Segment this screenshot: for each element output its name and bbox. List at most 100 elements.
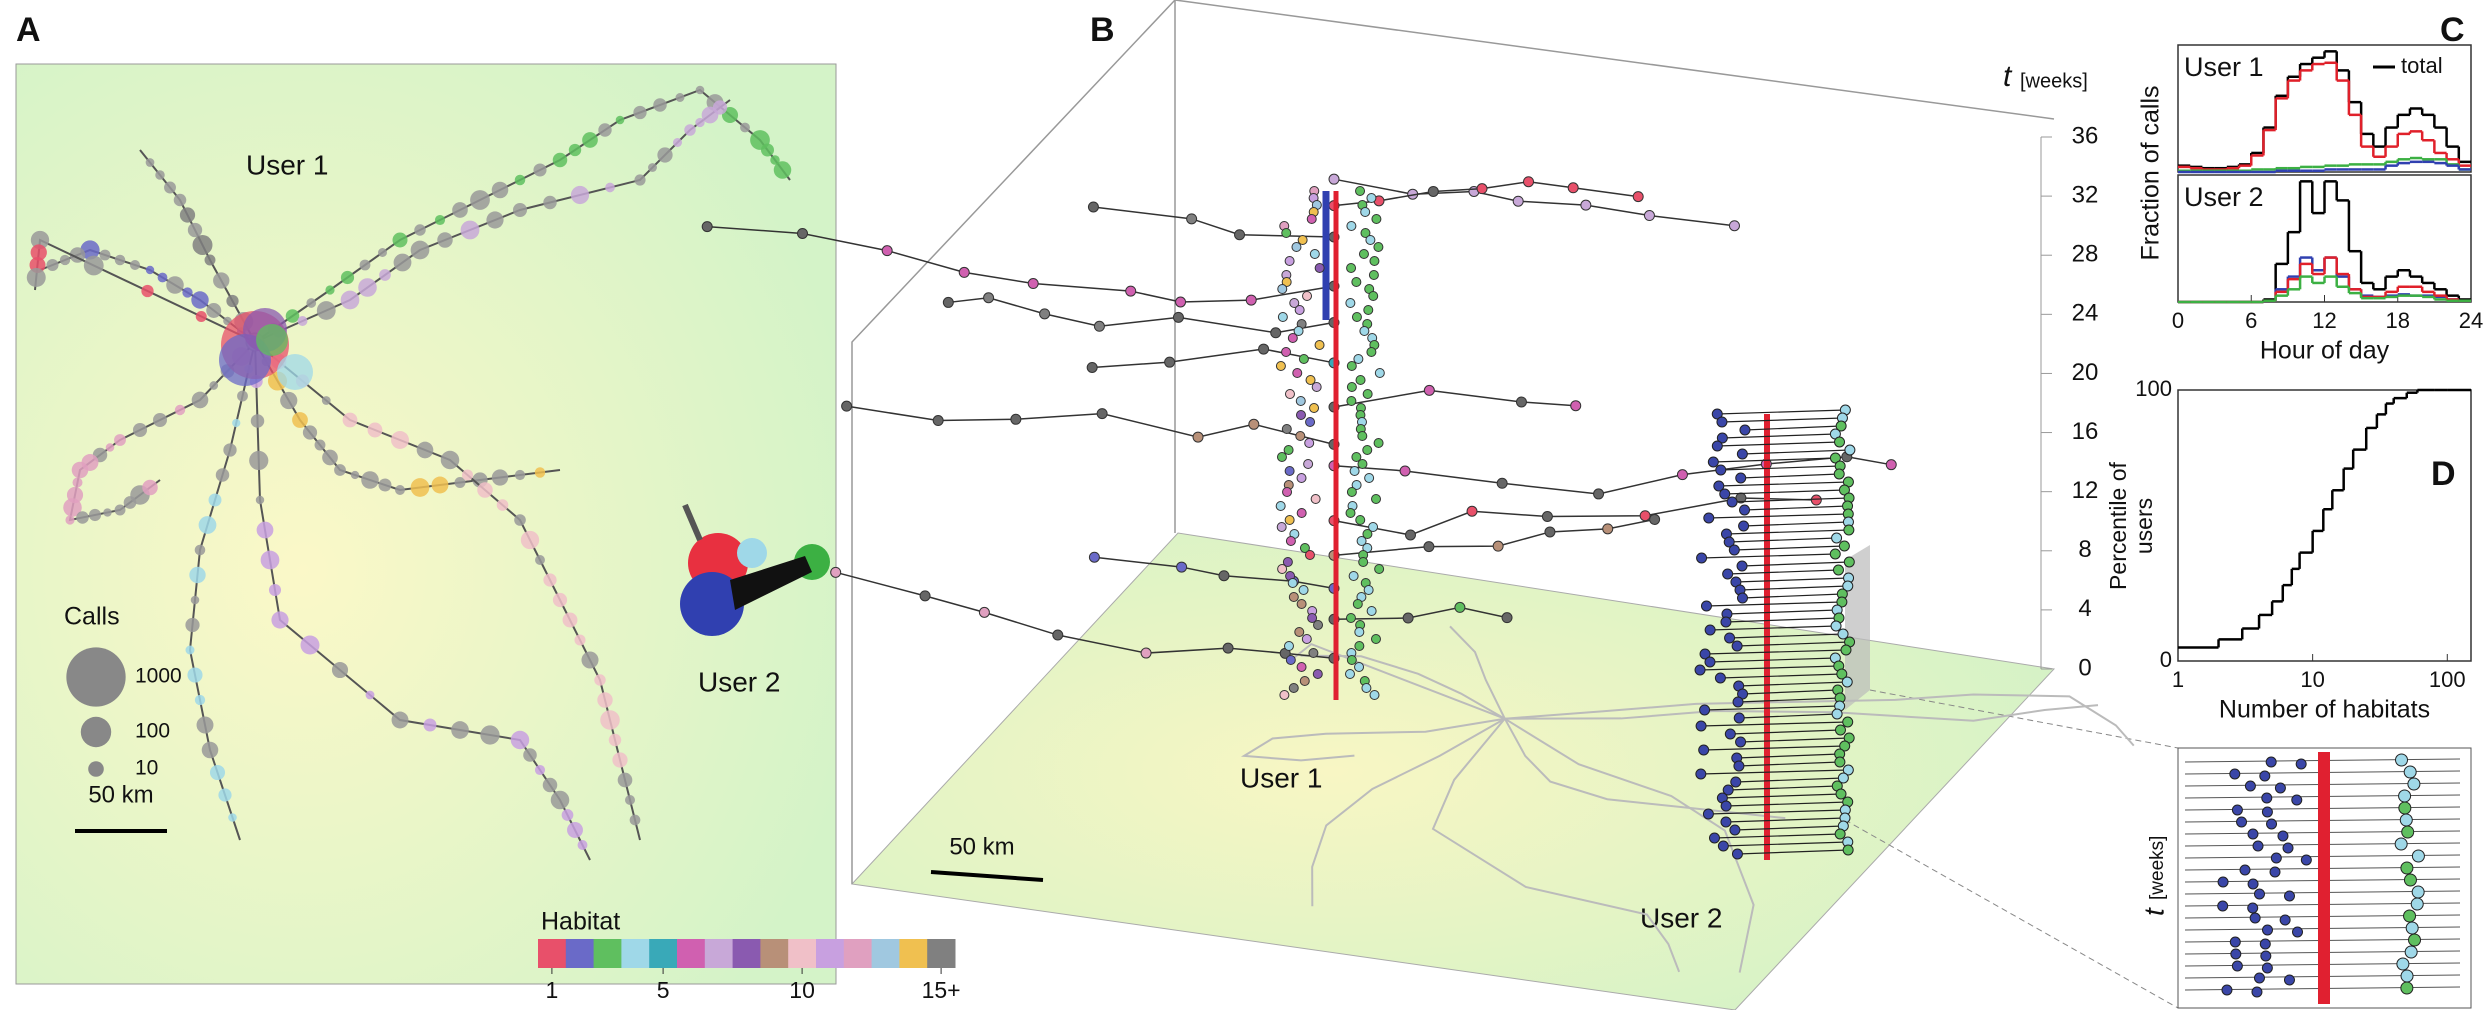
location xyxy=(182,287,193,298)
location xyxy=(881,245,893,257)
link xyxy=(1738,761,1840,767)
link xyxy=(1717,409,1846,415)
tick-label: 28 xyxy=(2072,241,2099,268)
location xyxy=(1361,683,1372,693)
link xyxy=(1742,689,1838,695)
location xyxy=(416,441,434,459)
location xyxy=(523,748,537,762)
location xyxy=(2247,878,2259,890)
colorbar-swatch xyxy=(816,939,845,968)
link xyxy=(1744,425,1842,431)
location xyxy=(1708,832,1720,844)
trajectory xyxy=(835,571,1335,659)
floor-trajectory xyxy=(1449,625,1506,720)
location xyxy=(1277,564,1288,574)
location xyxy=(2401,825,2415,839)
location xyxy=(1295,396,1306,406)
location xyxy=(395,485,405,495)
location xyxy=(1362,529,1373,539)
location xyxy=(1276,452,1287,462)
location xyxy=(1351,277,1362,287)
location xyxy=(359,259,371,271)
trajectory xyxy=(1333,518,1655,557)
location xyxy=(321,396,331,405)
location xyxy=(1567,182,1579,194)
location xyxy=(552,592,568,608)
location xyxy=(1279,690,1290,700)
location xyxy=(2259,770,2271,782)
location xyxy=(1296,599,1307,609)
location xyxy=(361,471,379,489)
inset-axis: t [weeks] xyxy=(2138,836,2169,916)
link xyxy=(1721,417,1843,423)
location xyxy=(1837,772,1849,784)
location xyxy=(1466,505,1478,517)
location xyxy=(1310,494,1321,504)
link xyxy=(1744,505,1848,511)
location xyxy=(615,115,625,125)
location xyxy=(1704,656,1716,668)
location xyxy=(314,439,326,451)
location xyxy=(1356,536,1367,546)
location xyxy=(1716,416,1728,428)
colorbar-swatch xyxy=(732,939,761,968)
x-tick-label: 0 xyxy=(2172,308,2184,333)
location xyxy=(2229,768,2241,780)
location xyxy=(598,123,612,137)
location xyxy=(477,482,493,498)
location xyxy=(1301,634,1312,644)
location xyxy=(1192,431,1204,443)
location xyxy=(552,152,568,168)
location xyxy=(342,412,358,428)
location xyxy=(105,443,115,452)
floor-b xyxy=(850,532,2056,1010)
location xyxy=(1354,641,1365,651)
link xyxy=(1725,617,1839,623)
location xyxy=(1840,644,1852,656)
location xyxy=(331,661,349,679)
x-tick-label: 10 xyxy=(2300,667,2324,692)
location xyxy=(1730,776,1742,788)
location xyxy=(1052,629,1064,641)
location xyxy=(1088,551,1100,563)
tick-label: 15+ xyxy=(922,977,961,1003)
floor-trajectory xyxy=(1431,718,1681,973)
floor-trajectory xyxy=(1240,717,1505,762)
location xyxy=(1140,647,1152,659)
location xyxy=(1810,494,1822,506)
location xyxy=(30,230,50,250)
location xyxy=(1309,403,1320,413)
location xyxy=(605,182,615,193)
location xyxy=(1297,235,1308,245)
link xyxy=(1708,513,1849,519)
location xyxy=(582,132,598,148)
colorbar-swatch xyxy=(760,939,789,968)
map-a-background xyxy=(15,63,837,985)
panel-label: B xyxy=(1090,11,1115,49)
axis-label: t xyxy=(2138,907,2169,916)
location xyxy=(1248,418,1260,430)
location xyxy=(562,612,578,628)
location xyxy=(157,272,168,283)
location xyxy=(2404,945,2418,959)
location xyxy=(1186,213,1198,225)
location xyxy=(1676,469,1688,481)
location xyxy=(2295,758,2307,770)
location xyxy=(201,741,219,759)
location xyxy=(83,255,104,276)
user-label: User 1 xyxy=(1240,762,1322,793)
link xyxy=(1735,577,1849,583)
location xyxy=(1345,298,1356,308)
colorbar-swatch xyxy=(899,939,928,968)
location xyxy=(129,259,141,271)
floor-trajectory xyxy=(1311,717,1506,907)
location xyxy=(72,477,83,488)
location xyxy=(594,674,606,686)
location xyxy=(1281,228,1292,238)
location xyxy=(1314,263,1325,273)
location xyxy=(1711,408,1723,420)
location xyxy=(30,244,47,261)
link xyxy=(1701,721,1848,727)
location xyxy=(114,504,126,516)
